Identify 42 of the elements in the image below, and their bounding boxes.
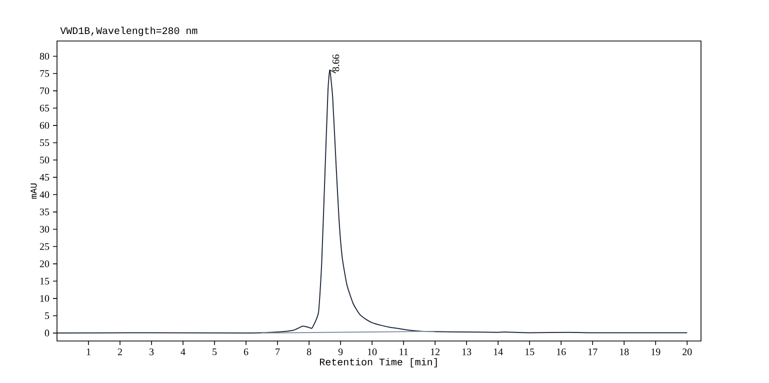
y-tick-label: 20 [40, 260, 50, 268]
y-tick-label: 80 [40, 52, 50, 60]
y-tick-label: 35 [40, 208, 50, 216]
y-axis-title: mAU [30, 184, 37, 199]
y-tick-label: 65 [40, 104, 50, 112]
x-tick-label: 9 [338, 348, 343, 356]
x-tick-label: 14 [494, 348, 503, 356]
x-axis-title: Retention Time [min] [320, 358, 437, 368]
x-tick-label: 11 [400, 348, 408, 356]
x-tick-label: 12 [430, 348, 440, 356]
y-tick-label: 75 [40, 70, 50, 77]
y-tick-label: 5 [45, 312, 50, 320]
y-tick-label: 70 [40, 87, 50, 94]
y-tick-label: 0 [44, 330, 50, 336]
y-tick-label: 15 [40, 278, 50, 284]
x-tick-label: 13 [462, 348, 472, 356]
y-tick-label: 45 [40, 174, 50, 181]
x-tick-label: 17 [588, 348, 598, 356]
x-tick-label: 20 [682, 348, 692, 356]
x-tick-label: 4 [180, 348, 186, 356]
y-tick-label: 50 [40, 156, 50, 164]
line-series [57, 70, 688, 334]
x-tick-label: 10 [368, 348, 377, 356]
y-tick-label: 30 [40, 226, 50, 233]
x-tick-label: 6 [244, 348, 248, 356]
x-tick-label: 15 [526, 348, 534, 356]
y-tick-label: 55 [40, 139, 50, 146]
x-tick-label: 16 [557, 348, 566, 356]
x-tick-label: 19 [652, 348, 660, 356]
y-tick-label: 25 [40, 243, 50, 250]
x-tick-label: 5 [212, 348, 217, 356]
x-tick-label: 18 [620, 348, 629, 356]
y-tick-label: 10 [40, 295, 50, 302]
y-tick-label: 40 [40, 191, 50, 198]
x-tick-label: 8 [306, 348, 312, 356]
chart-title: VWD1B,Wavelength=280 nm [60, 26, 198, 36]
x-tick-label: 1 [86, 348, 90, 356]
x-tick-label: 3 [150, 348, 154, 356]
y-tick-label: 60 [40, 122, 50, 129]
x-tick-label: 7 [276, 348, 280, 356]
x-tick-label: 2 [118, 348, 122, 356]
annotation: 8.66 [332, 54, 340, 72]
